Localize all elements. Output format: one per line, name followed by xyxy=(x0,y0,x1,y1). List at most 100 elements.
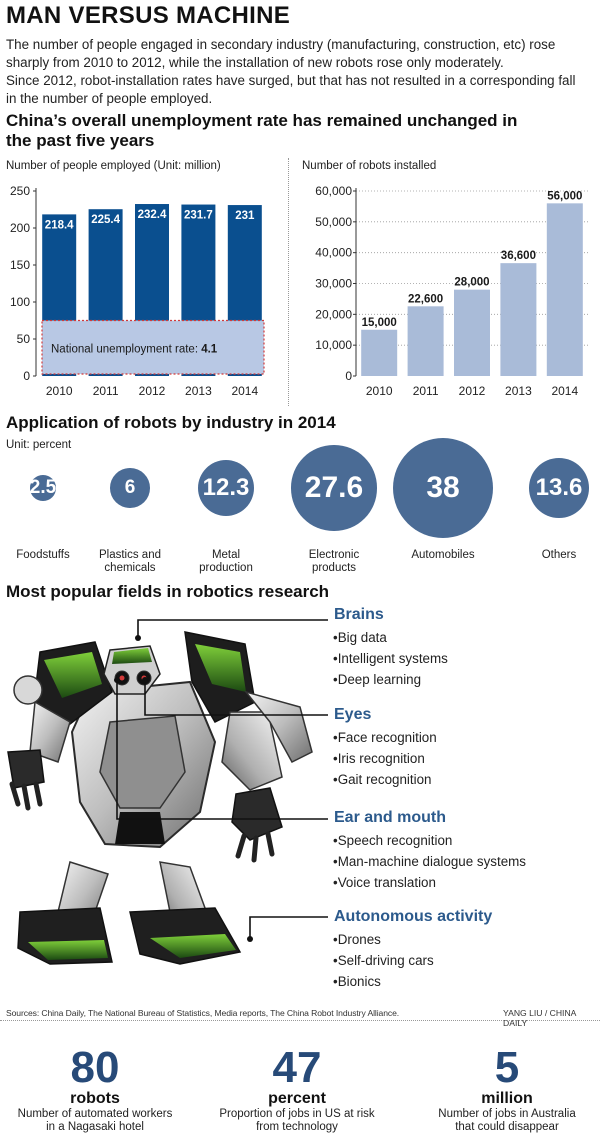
intro-line: in the number of people employed. xyxy=(6,91,213,106)
bar-robots-2011 xyxy=(407,306,444,376)
field-item: •Bionics xyxy=(333,974,381,989)
y-tick-label: 30,000 xyxy=(315,277,352,291)
unemployment-rate-label: National unemployment rate: 4.1 xyxy=(51,343,218,355)
bubble-category-label: Metal production xyxy=(199,549,253,574)
bar-value-label: 231.7 xyxy=(184,210,213,222)
y-tick-label: 0 xyxy=(23,369,30,383)
intro-line: Since 2012, robot-installation rates hav… xyxy=(6,73,576,88)
field-item: •Voice translation xyxy=(333,875,436,890)
x-tick-label: 2010 xyxy=(366,384,393,398)
footer-divider xyxy=(0,1020,600,1021)
sources-note: Sources: China Daily, The National Burea… xyxy=(6,1008,400,1018)
field-item: •Drones xyxy=(333,932,381,947)
stat-block: 80 robots Number of automated workers in a … xyxy=(5,1046,185,1134)
bubble: 2.5 xyxy=(30,475,56,501)
intro-line: The number of people engaged in secondar… xyxy=(6,37,556,52)
bar-robots-2013 xyxy=(500,263,537,376)
bubble: 6 xyxy=(110,468,150,508)
field-item: •Deep learning xyxy=(333,672,422,687)
y-tick-label: 50 xyxy=(17,332,31,346)
field-item: •Face recognition xyxy=(333,730,437,745)
stat-unit: million xyxy=(481,1090,533,1107)
stat-block: 47 percent Proportion of jobs in US at ris… xyxy=(207,1046,387,1134)
x-tick-label: 2012 xyxy=(139,384,166,398)
y-tick-label: 20,000 xyxy=(315,307,352,321)
stat-number: 5 xyxy=(494,1043,520,1092)
stat-unit: percent xyxy=(268,1090,326,1107)
field-heading: Eyes xyxy=(334,706,372,723)
field-item: •Man-machine dialogue systems xyxy=(333,854,526,869)
bar-value-label: 36,600 xyxy=(501,250,536,262)
field-item: •Iris recognition xyxy=(333,751,425,766)
bubble: 27.6 xyxy=(291,445,377,531)
unemployment-rate-band xyxy=(41,319,265,375)
bar-robots-2014 xyxy=(546,203,583,376)
bubble-category-label: Foodstuffs xyxy=(16,549,70,561)
y-tick-label: 10,000 xyxy=(315,338,352,352)
x-tick-label: 2010 xyxy=(46,384,73,398)
x-tick-label: 2011 xyxy=(93,384,119,398)
y-tick-label: 250 xyxy=(10,184,30,198)
field-heading: Brains xyxy=(334,606,384,623)
stat-description: Number of jobs in Australia xyxy=(438,1108,576,1120)
x-tick-label: 2013 xyxy=(185,384,212,398)
bar-value-label: 218.4 xyxy=(45,219,74,231)
y-tick-label: 60,000 xyxy=(315,184,352,198)
employed-chart-axis-title: Number of people employed (Unit: million… xyxy=(6,160,221,172)
x-tick-label: 2013 xyxy=(505,384,532,398)
y-tick-label: 0 xyxy=(345,369,352,383)
chart-divider xyxy=(288,158,289,406)
bubble-category-label: Plastics and chemicals xyxy=(98,549,161,574)
stat-description: Proportion of jobs in US at risk xyxy=(219,1108,375,1120)
bar-value-label: 56,000 xyxy=(547,190,582,202)
x-tick-label: 2011 xyxy=(413,384,439,398)
page-title: MAN VERSUS MACHINE xyxy=(6,2,291,29)
intro-line: sharply from 2010 to 2012, while the ins… xyxy=(6,55,504,70)
bar-robots-2010 xyxy=(361,329,398,376)
robots-bar-chart: 0 10,000 20,000 30,000 40,000 50,000 60,000 15,… xyxy=(315,184,588,398)
y-tick-label: 200 xyxy=(10,221,30,235)
y-tick-label: 40,000 xyxy=(315,246,352,260)
bubble-category-label: Electronic products xyxy=(308,549,360,574)
stat-number: 47 xyxy=(272,1043,322,1092)
stat-description: Number of automated workers xyxy=(17,1108,173,1120)
stat-block: 5 million Number of jobs in Australia that … xyxy=(417,1046,597,1134)
stat-description: from technology xyxy=(256,1121,338,1133)
field-item: •Gait recognition xyxy=(333,772,432,787)
bubble: 38 xyxy=(393,438,493,538)
stat-description: that could disappear xyxy=(455,1121,559,1133)
bubble-category-label: Others xyxy=(541,549,577,561)
section-title-unemployment: China’s overall unemployment rate has re… xyxy=(6,111,518,150)
y-tick-label: 150 xyxy=(10,258,30,272)
x-tick-label: 2014 xyxy=(551,384,578,398)
field-item: •Big data xyxy=(333,630,387,645)
bar-value-label: 232.4 xyxy=(138,209,167,221)
section-title-application: Application of robots by industry in 201… xyxy=(6,413,336,432)
credit-note: YANG LIU / CHINA DAILY xyxy=(503,1008,576,1028)
humanoid-robot-illustration xyxy=(7,619,328,965)
x-tick-label: 2012 xyxy=(459,384,486,398)
intro-text: The number of people engaged in secondar… xyxy=(6,36,596,108)
robots-chart-axis-title: Number of robots installed xyxy=(302,160,437,172)
bubble: 12.3 xyxy=(197,459,255,517)
field-heading: Ear and mouth xyxy=(334,809,447,826)
stat-description: in a Nagasaki hotel xyxy=(46,1121,144,1133)
x-tick-label: 2014 xyxy=(231,384,258,398)
bubble-category-label: Automobiles xyxy=(411,549,475,561)
bar-value-label: 22,600 xyxy=(408,293,443,305)
stat-unit: robots xyxy=(70,1090,120,1107)
field-item: •Intelligent systems xyxy=(333,651,448,666)
bar-value-label: 15,000 xyxy=(362,317,397,329)
bar-value-label: 225.4 xyxy=(91,214,120,226)
field-item: •Speech recognition xyxy=(333,833,453,848)
section-title-research: Most popular fields in robotics research xyxy=(6,582,330,601)
y-tick-label: 50,000 xyxy=(315,215,352,229)
stat-number: 80 xyxy=(70,1043,120,1092)
y-tick-label: 100 xyxy=(10,295,30,309)
bar-robots-2012 xyxy=(454,289,490,376)
employed-bar-chart: 0 50 100 150 200 250 218.4 2010 225.4 2011 232.4 20… xyxy=(10,184,265,398)
bar-value-label: 231 xyxy=(235,210,255,222)
field-heading: Autonomous activity xyxy=(334,908,493,925)
bar-value-label: 28,000 xyxy=(454,277,489,289)
bubble: 13.6 xyxy=(529,458,589,518)
